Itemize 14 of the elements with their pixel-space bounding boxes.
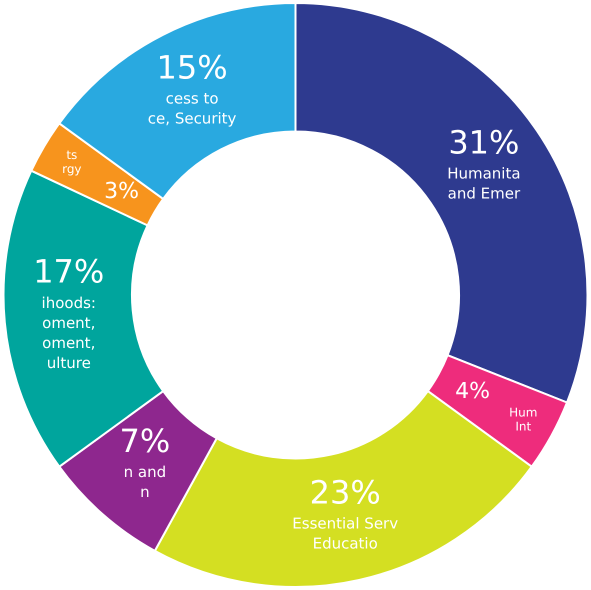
data-label: 31% (448, 123, 520, 162)
slice-label: ihoods: oment, oment, ulture (42, 294, 96, 372)
slice-label: ts rgy (62, 148, 82, 176)
slice-label: cess to ce, Security (148, 89, 237, 128)
data-label: 4% (455, 379, 490, 404)
data-label: 23% (310, 474, 381, 512)
data-label: 7% (119, 422, 170, 460)
slice-label: Essential Serv Educatio (292, 514, 398, 553)
slice-label: Hum Int (509, 405, 538, 434)
slice-label: n and n (124, 463, 166, 502)
slice-label: Humanita and Emer (447, 164, 521, 202)
data-label: 17% (33, 252, 104, 291)
data-label: 3% (104, 178, 140, 204)
data-label: 15% (156, 48, 228, 86)
